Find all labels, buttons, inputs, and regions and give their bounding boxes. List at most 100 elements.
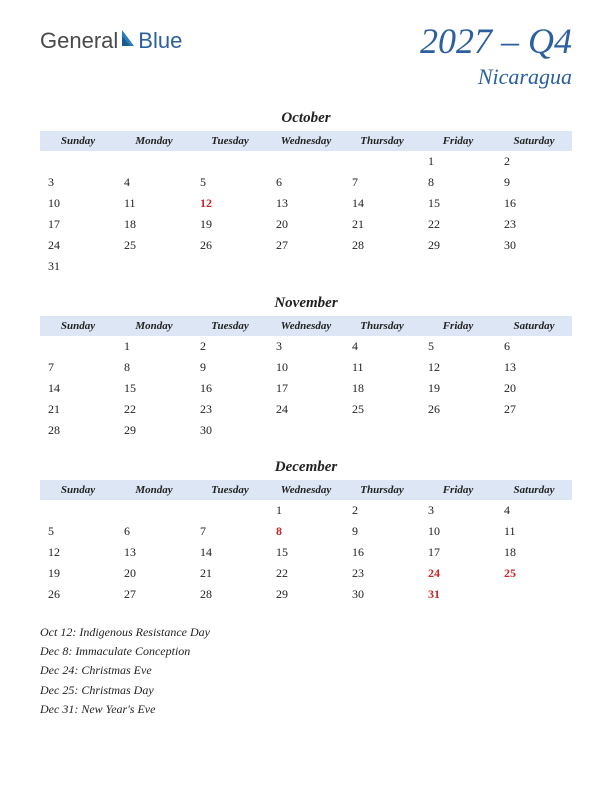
logo-text-2: Blue: [138, 28, 182, 54]
calendar-cell: [496, 584, 572, 605]
calendar-cell: [40, 500, 116, 521]
calendar-cell: [40, 336, 116, 357]
calendar-cell: 17: [268, 378, 344, 399]
holiday-entry: Oct 12: Indigenous Resistance Day: [40, 623, 572, 642]
calendar-cell: 28: [192, 584, 268, 605]
calendar-cell: 20: [268, 214, 344, 235]
calendar-cell: [116, 500, 192, 521]
calendar-cell: [116, 151, 192, 172]
day-header: Monday: [116, 480, 192, 500]
calendar-cell: 31: [40, 256, 116, 277]
day-header: Wednesday: [268, 316, 344, 336]
calendar-cell: 1: [268, 500, 344, 521]
day-header: Thursday: [344, 131, 420, 151]
calendar-cell: 24: [420, 563, 496, 584]
calendar-cell: 29: [420, 235, 496, 256]
calendar-cell: 9: [192, 357, 268, 378]
calendar-cell: 26: [40, 584, 116, 605]
calendar-cell: 7: [40, 357, 116, 378]
calendar-cell: 25: [116, 235, 192, 256]
calendar-cell: 25: [344, 399, 420, 420]
day-header: Saturday: [496, 480, 572, 500]
calendar-cell: [344, 420, 420, 441]
calendar-cell: 29: [116, 420, 192, 441]
calendar-row: 262728293031: [40, 584, 572, 605]
holiday-entry: Dec 31: New Year's Eve: [40, 700, 572, 719]
calendar-cell: 22: [268, 563, 344, 584]
calendar-cell: 28: [40, 420, 116, 441]
calendar-row: 123456: [40, 336, 572, 357]
month-block: DecemberSundayMondayTuesdayWednesdayThur…: [40, 459, 572, 605]
calendar-cell: 18: [496, 542, 572, 563]
calendar-cell: 8: [268, 521, 344, 542]
calendar-cell: 26: [420, 399, 496, 420]
calendar-table: SundayMondayTuesdayWednesdayThursdayFrid…: [40, 316, 572, 441]
day-header: Wednesday: [268, 480, 344, 500]
calendar-cell: 30: [344, 584, 420, 605]
calendar-cell: 26: [192, 235, 268, 256]
calendar-row: 567891011: [40, 521, 572, 542]
calendar-cell: 20: [496, 378, 572, 399]
calendar-cell: 6: [268, 172, 344, 193]
calendar-cell: 12: [420, 357, 496, 378]
calendar-cell: 20: [116, 563, 192, 584]
calendar-cell: [192, 500, 268, 521]
calendar-cell: [116, 256, 192, 277]
months-container: OctoberSundayMondayTuesdayWednesdayThurs…: [40, 110, 572, 605]
calendar-table: SundayMondayTuesdayWednesdayThursdayFrid…: [40, 131, 572, 277]
calendar-cell: 2: [192, 336, 268, 357]
calendar-cell: 6: [496, 336, 572, 357]
calendar-cell: 19: [40, 563, 116, 584]
header: General Blue 2027 – Q4 Nicaragua: [40, 20, 572, 90]
calendar-cell: [496, 256, 572, 277]
calendar-cell: 5: [40, 521, 116, 542]
day-header: Monday: [116, 316, 192, 336]
holiday-entry: Dec 25: Christmas Day: [40, 681, 572, 700]
calendar-cell: 5: [192, 172, 268, 193]
calendar-cell: [496, 420, 572, 441]
calendar-cell: 11: [116, 193, 192, 214]
calendar-cell: 18: [344, 378, 420, 399]
calendar-cell: 24: [268, 399, 344, 420]
day-header: Friday: [420, 480, 496, 500]
calendar-row: 14151617181920: [40, 378, 572, 399]
quarter-title: 2027 – Q4: [420, 20, 572, 62]
calendar-cell: 28: [344, 235, 420, 256]
calendar-cell: 7: [192, 521, 268, 542]
holidays-list: Oct 12: Indigenous Resistance DayDec 8: …: [40, 623, 572, 719]
calendar-row: 1234: [40, 500, 572, 521]
day-header: Tuesday: [192, 480, 268, 500]
calendar-cell: 4: [496, 500, 572, 521]
day-header: Thursday: [344, 316, 420, 336]
holiday-entry: Dec 24: Christmas Eve: [40, 661, 572, 680]
month-name: October: [40, 110, 572, 127]
calendar-cell: 29: [268, 584, 344, 605]
calendar-cell: 10: [40, 193, 116, 214]
calendar-cell: 27: [116, 584, 192, 605]
logo-sail-icon: [120, 28, 138, 54]
calendar-cell: 13: [116, 542, 192, 563]
calendar-row: 78910111213: [40, 357, 572, 378]
calendar-cell: [268, 256, 344, 277]
month-block: NovemberSundayMondayTuesdayWednesdayThur…: [40, 295, 572, 441]
day-header: Sunday: [40, 316, 116, 336]
calendar-cell: 23: [192, 399, 268, 420]
calendar-cell: 15: [268, 542, 344, 563]
calendar-cell: 3: [40, 172, 116, 193]
calendar-cell: 8: [420, 172, 496, 193]
day-header: Monday: [116, 131, 192, 151]
calendar-cell: 11: [344, 357, 420, 378]
calendar-cell: 5: [420, 336, 496, 357]
calendar-cell: 10: [420, 521, 496, 542]
calendar-cell: 19: [420, 378, 496, 399]
calendar-cell: 19: [192, 214, 268, 235]
calendar-row: 31: [40, 256, 572, 277]
calendar-cell: 15: [116, 378, 192, 399]
calendar-cell: 11: [496, 521, 572, 542]
calendar-row: 24252627282930: [40, 235, 572, 256]
calendar-cell: 9: [496, 172, 572, 193]
calendar-cell: 27: [268, 235, 344, 256]
calendar-cell: 1: [116, 336, 192, 357]
holiday-entry: Dec 8: Immaculate Conception: [40, 642, 572, 661]
calendar-cell: 21: [192, 563, 268, 584]
